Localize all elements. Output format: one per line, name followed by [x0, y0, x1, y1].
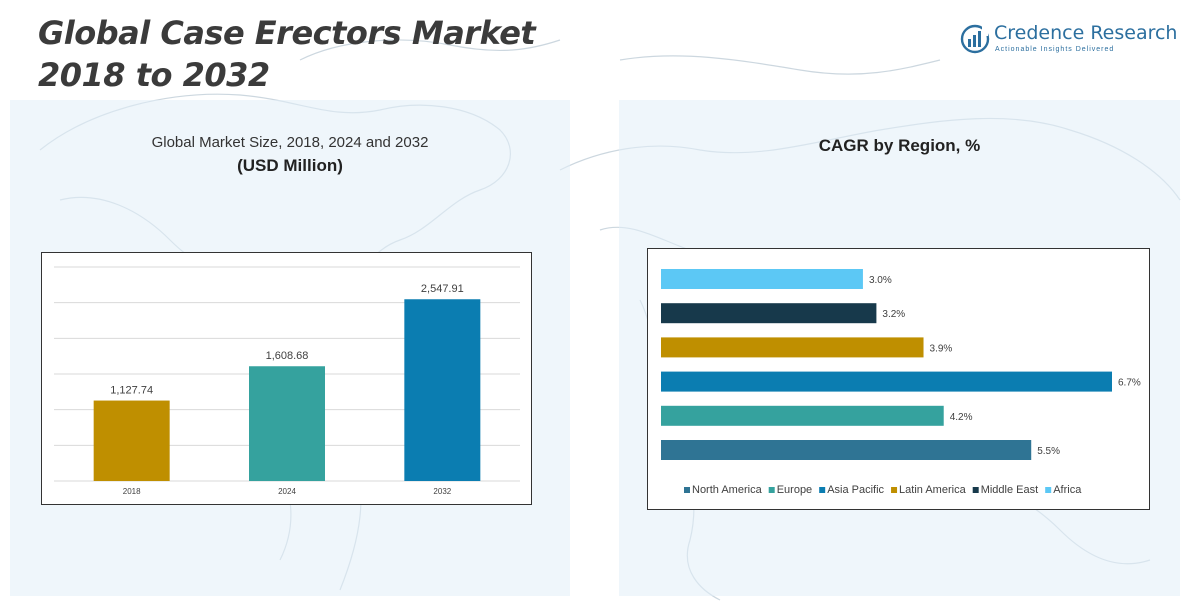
- cagr-title: CAGR by Region, %: [818, 136, 981, 155]
- bar-middle-east: [661, 303, 877, 324]
- brand-logo: Credence Research Actionable Insights De…: [960, 22, 1177, 56]
- legend-swatch: [1045, 487, 1052, 493]
- bar-value-label: 3.0%: [869, 275, 892, 286]
- brand-name: Credence Research: [994, 22, 1178, 44]
- bar-europe: [661, 405, 944, 426]
- bar-2018: [93, 400, 170, 481]
- legend-label: Africa: [1053, 484, 1082, 496]
- bar-value-label: 3.9%: [930, 343, 953, 354]
- cagr-chart-svg: 3.0% 3.2% 3.9% 6.7% 4.2% 5.5% North America Eur…: [661, 269, 1141, 496]
- legend-swatch: [891, 487, 898, 493]
- x-tick-label: 2024: [278, 487, 296, 496]
- bar-value-label: 3.2%: [882, 309, 905, 320]
- x-tick-label: 2018: [123, 487, 141, 496]
- bar-north-america: [661, 440, 1032, 460]
- market-size-chart-svg: 1,127.74 2018 1,608.68 2024 2,547.91 2032: [54, 266, 520, 496]
- legend-label: Middle East: [981, 484, 1038, 496]
- bar-value-label: 6.7%: [1118, 378, 1141, 389]
- bar-2032: [404, 299, 481, 481]
- x-tick-label: 2032: [433, 487, 451, 496]
- bar-value-label: 1,127.74: [110, 385, 153, 397]
- bar-africa: [661, 269, 863, 289]
- page-title: Global Case Erectors Market 2018 to 2032: [38, 12, 536, 96]
- legend-swatch: [684, 487, 690, 493]
- legend-label: North America: [692, 484, 763, 496]
- bar-asia-pacific: [661, 371, 1112, 392]
- legend-swatch: [972, 487, 979, 493]
- legend-label: Asia Pacific: [827, 484, 884, 496]
- bar-latin-america: [661, 337, 924, 358]
- credence-logo-icon: [960, 24, 990, 54]
- title-line-1: Global Case Erectors Market: [38, 14, 536, 52]
- brand-tagline: Actionable Insights Delivered: [995, 46, 1115, 53]
- title-line-2: 2018 to 2032: [38, 56, 270, 94]
- legend-swatch: [819, 487, 826, 493]
- market-size-subtitle: Global Market Size, 2018, 2024 and 2032: [151, 134, 429, 151]
- market-size-chart: 1,127.74 2018 1,608.68 2024 2,547.91 2032: [41, 252, 532, 505]
- bar-value-label: 5.5%: [1037, 446, 1060, 457]
- bar-value-label: 2,547.91: [421, 283, 464, 295]
- market-size-unit: (USD Million): [237, 156, 343, 175]
- bar-2024: [249, 366, 325, 481]
- legend-label: Latin America: [899, 484, 967, 496]
- legend-swatch: [768, 487, 775, 493]
- bar-value-label: 1,608.68: [266, 350, 309, 362]
- bar-value-label: 4.2%: [950, 412, 973, 423]
- legend-label: Europe: [777, 484, 812, 496]
- cagr-chart: 3.0% 3.2% 3.9% 6.7% 4.2% 5.5% North America Eur…: [647, 248, 1150, 510]
